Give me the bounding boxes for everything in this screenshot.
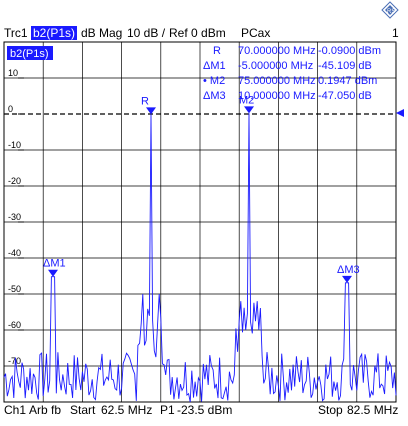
marker-table-freq-1: -5.000000 MHz: [238, 60, 313, 72]
marker-table-freq-3: 10.000000 MHz: [238, 90, 316, 102]
marker-table-name-2: • M2: [203, 75, 225, 87]
sweep-mode-label[interactable]: Arb fb: [29, 403, 61, 417]
marker-r: R: [141, 95, 156, 115]
marker-table-freq-0: 70.000000 MHz: [238, 45, 316, 57]
y-tick-label: -30: [8, 212, 21, 222]
power-value[interactable]: -23.5 dBm: [177, 403, 232, 417]
grid: [4, 42, 396, 402]
rohde-schwarz-logo-icon: RS: [381, 1, 399, 19]
math-label[interactable]: PCax: [241, 26, 270, 40]
marker-m1-label: ΔM1: [43, 258, 66, 270]
marker-table-level-0: -0.0900 dBm: [318, 45, 381, 57]
marker-m1: ΔM1: [43, 258, 66, 277]
trace-chip[interactable]: [7, 46, 53, 60]
marker-table-level-1: -45.109 dB: [318, 60, 372, 72]
y-tick-label: -40: [8, 248, 21, 258]
stop-label: Stop: [318, 403, 343, 417]
y-tick-label: -10: [8, 140, 21, 150]
marker-table-level-3: -47.050 dB: [318, 90, 372, 102]
marker-m2-triangle: [244, 106, 254, 114]
trace-number: 1: [392, 26, 399, 40]
marker-m2-label: M2: [239, 94, 254, 106]
trace-param-badge[interactable]: [31, 26, 77, 40]
trace-param-badge-label: b2(P1s): [33, 26, 75, 40]
marker-table-freq-2: 75.000000 MHz: [238, 75, 316, 87]
scale-label[interactable]: 10 dB /: [127, 26, 166, 40]
marker-m2: M2: [239, 94, 254, 114]
marker-r-label: R: [141, 95, 149, 107]
marker-m3-triangle: [342, 275, 352, 283]
stop-value[interactable]: 82.5 MHz: [347, 403, 398, 417]
trace-id-label: Trc1: [4, 26, 28, 40]
y-tick-label: -20: [8, 176, 21, 186]
y-tick-label: 0: [8, 104, 13, 114]
y-axis-ticks: 10 0 -10 -20 -30 -40 -50 -60 -70: [8, 68, 24, 367]
ref-level-label[interactable]: Ref 0 dBm: [169, 26, 226, 40]
trace: [3, 113, 397, 403]
start-value[interactable]: 62.5 MHz: [101, 403, 152, 417]
format-label[interactable]: dB Mag: [81, 26, 122, 40]
markers: R ΔM1 M2 ΔM3: [43, 94, 360, 283]
trace-line: [3, 113, 397, 403]
power-label: P1: [160, 403, 175, 417]
svg-text:RS: RS: [387, 9, 395, 15]
trace-chip-label: b2(P1s): [10, 48, 49, 60]
marker-m3: ΔM3: [337, 264, 360, 283]
diagram-area[interactable]: 10 0 -10 -20 -30 -40 -50 -60 -70 R ΔM1 M2 ΔM3 b2(P1…: [3, 41, 404, 403]
marker-table-name-0: R: [213, 45, 221, 57]
y-tick-label: -60: [8, 320, 21, 330]
marker-table-level-2: 0.1947 dBm: [318, 75, 377, 87]
channel-label[interactable]: Ch1: [4, 403, 26, 417]
y-tick-label: 10: [8, 68, 18, 78]
marker-table-name-3: ΔM3: [203, 90, 226, 102]
marker-table: R 70.000000 MHz -0.0900 dBm ΔM1 -5.00000…: [203, 45, 381, 102]
y-tick-label: -70: [8, 356, 21, 366]
marker-r-triangle: [146, 107, 156, 115]
reference-arrow-icon[interactable]: [396, 109, 404, 117]
marker-m1-triangle: [48, 269, 58, 277]
start-label: Start: [70, 403, 96, 417]
marker-m3-label: ΔM3: [337, 264, 360, 276]
y-tick-label: -50: [8, 284, 21, 294]
marker-table-name-1: ΔM1: [203, 60, 226, 72]
